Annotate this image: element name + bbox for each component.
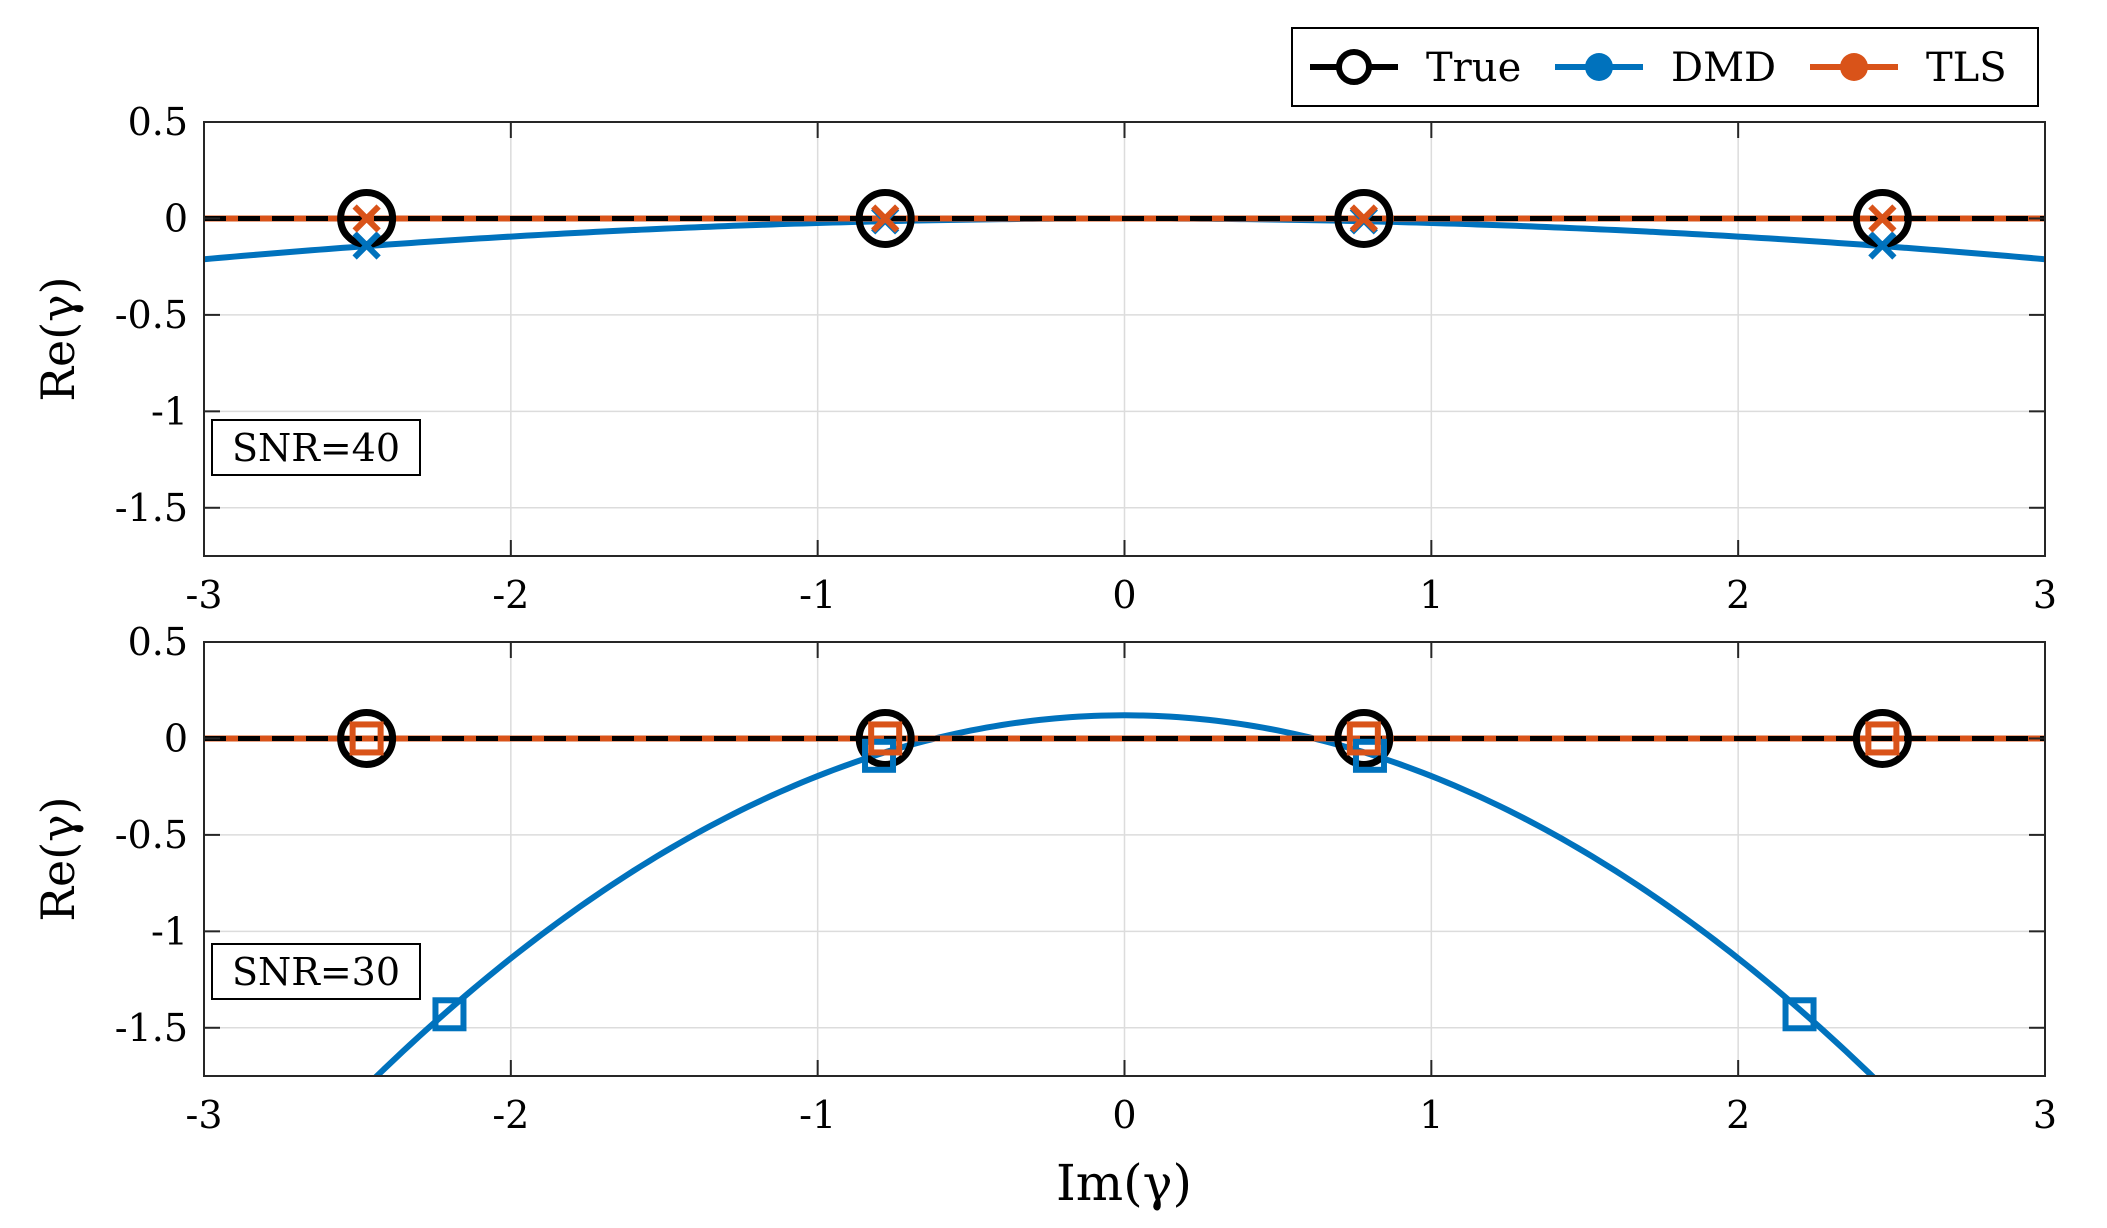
plot-area-2: -3 -2 -1 0 1 2 3 0.5 0 -0.5 -1 -1.5 (115, 620, 2057, 1137)
legend-marker-dmd (1585, 53, 1613, 81)
dmd-marker (862, 738, 897, 773)
legend-label-true: True (1426, 45, 1521, 91)
y-tick-label: 0 (164, 196, 188, 240)
x-tick-label: 1 (1419, 573, 1443, 617)
y-tick-label: 0.5 (128, 100, 188, 144)
legend-label-tls: TLS (1926, 45, 2007, 91)
x-tick-label: -2 (492, 573, 529, 617)
legend-marker-tls (1840, 53, 1868, 81)
tls-marker (1865, 721, 1900, 756)
tls-marker (871, 204, 900, 233)
annotation-frame-2 (211, 943, 421, 1000)
true-marker (1334, 188, 1394, 248)
x-tick-label: -2 (492, 1093, 529, 1137)
dmd-marker (432, 997, 467, 1032)
annotation-box-2: SNR=30 (211, 943, 421, 1000)
y-tick-label: -0.5 (115, 813, 188, 857)
dmd-marker (1868, 231, 1897, 260)
y-tick-label: 0 (164, 716, 188, 760)
true-marker (1852, 708, 1912, 768)
x-tick-label: 2 (1726, 573, 1750, 617)
y-tick-label: -1.5 (115, 1006, 188, 1050)
true-marker (855, 708, 915, 768)
legend: True DMD TLS (1291, 27, 2039, 107)
x-tick-label: 0 (1112, 1093, 1136, 1137)
y-axis-label-2: Re(γ) (31, 796, 85, 921)
true-marker (337, 708, 397, 768)
tls-marker (1346, 721, 1381, 756)
panel-snr-40: -3 -2 -1 0 1 2 3 0.5 0 -0.5 -1 -1.5 SNR=40 Re(γ) (31, 100, 2057, 617)
x-tick-label: 0 (1112, 573, 1136, 617)
annotation-text-1: SNR=40 (232, 426, 400, 470)
y-axis-label-1: Re(γ) (31, 276, 85, 401)
x-tick-label: -1 (799, 573, 836, 617)
annotation-box-1: SNR=40 (211, 419, 421, 476)
x-tick-label: -3 (185, 1093, 222, 1137)
panel-snr-30: -3 -2 -1 0 1 2 3 0.5 0 -0.5 -1 -1.5 SNR=30 Re(γ) Im… (31, 620, 2057, 1212)
y-tick-label: -1.5 (115, 486, 188, 530)
tls-marker (1349, 204, 1378, 233)
legend-marker-true (1336, 49, 1372, 85)
tls-marker (1868, 204, 1897, 233)
y-tick-label: -1 (151, 909, 188, 953)
x-tick-label: 3 (2033, 1093, 2057, 1137)
series-line-dmd (372, 712, 1877, 1076)
y-tick-label: -0.5 (115, 293, 188, 337)
x-tick-label: 3 (2033, 573, 2057, 617)
true-marker (1334, 708, 1394, 768)
series-group (204, 712, 2045, 1076)
tls-marker (868, 721, 903, 756)
y-tick-label: 0.5 (128, 620, 188, 664)
tls-marker (349, 721, 384, 756)
x-tick-label: -3 (185, 573, 222, 617)
legend-label-dmd: DMD (1671, 45, 1776, 91)
tls-marker (352, 204, 381, 233)
legend-box (1291, 27, 2039, 107)
annotation-frame-1 (211, 419, 421, 476)
x-tick-label: 2 (1726, 1093, 1750, 1137)
y-tick-label: -1 (151, 389, 188, 433)
dmd-marker (1352, 738, 1387, 773)
dmd-marker (352, 231, 381, 260)
plot-area-1: -3 -2 -1 0 1 2 3 0.5 0 -0.5 -1 -1.5 (115, 100, 2057, 617)
x-axis-label: Im(γ) (1056, 1154, 1192, 1212)
series-group (204, 215, 2045, 263)
dmd-marker (1782, 997, 1817, 1032)
true-marker (855, 188, 915, 248)
x-tick-label: 1 (1419, 1093, 1443, 1137)
x-tick-label: -1 (799, 1093, 836, 1137)
annotation-text-2: SNR=30 (232, 950, 400, 994)
